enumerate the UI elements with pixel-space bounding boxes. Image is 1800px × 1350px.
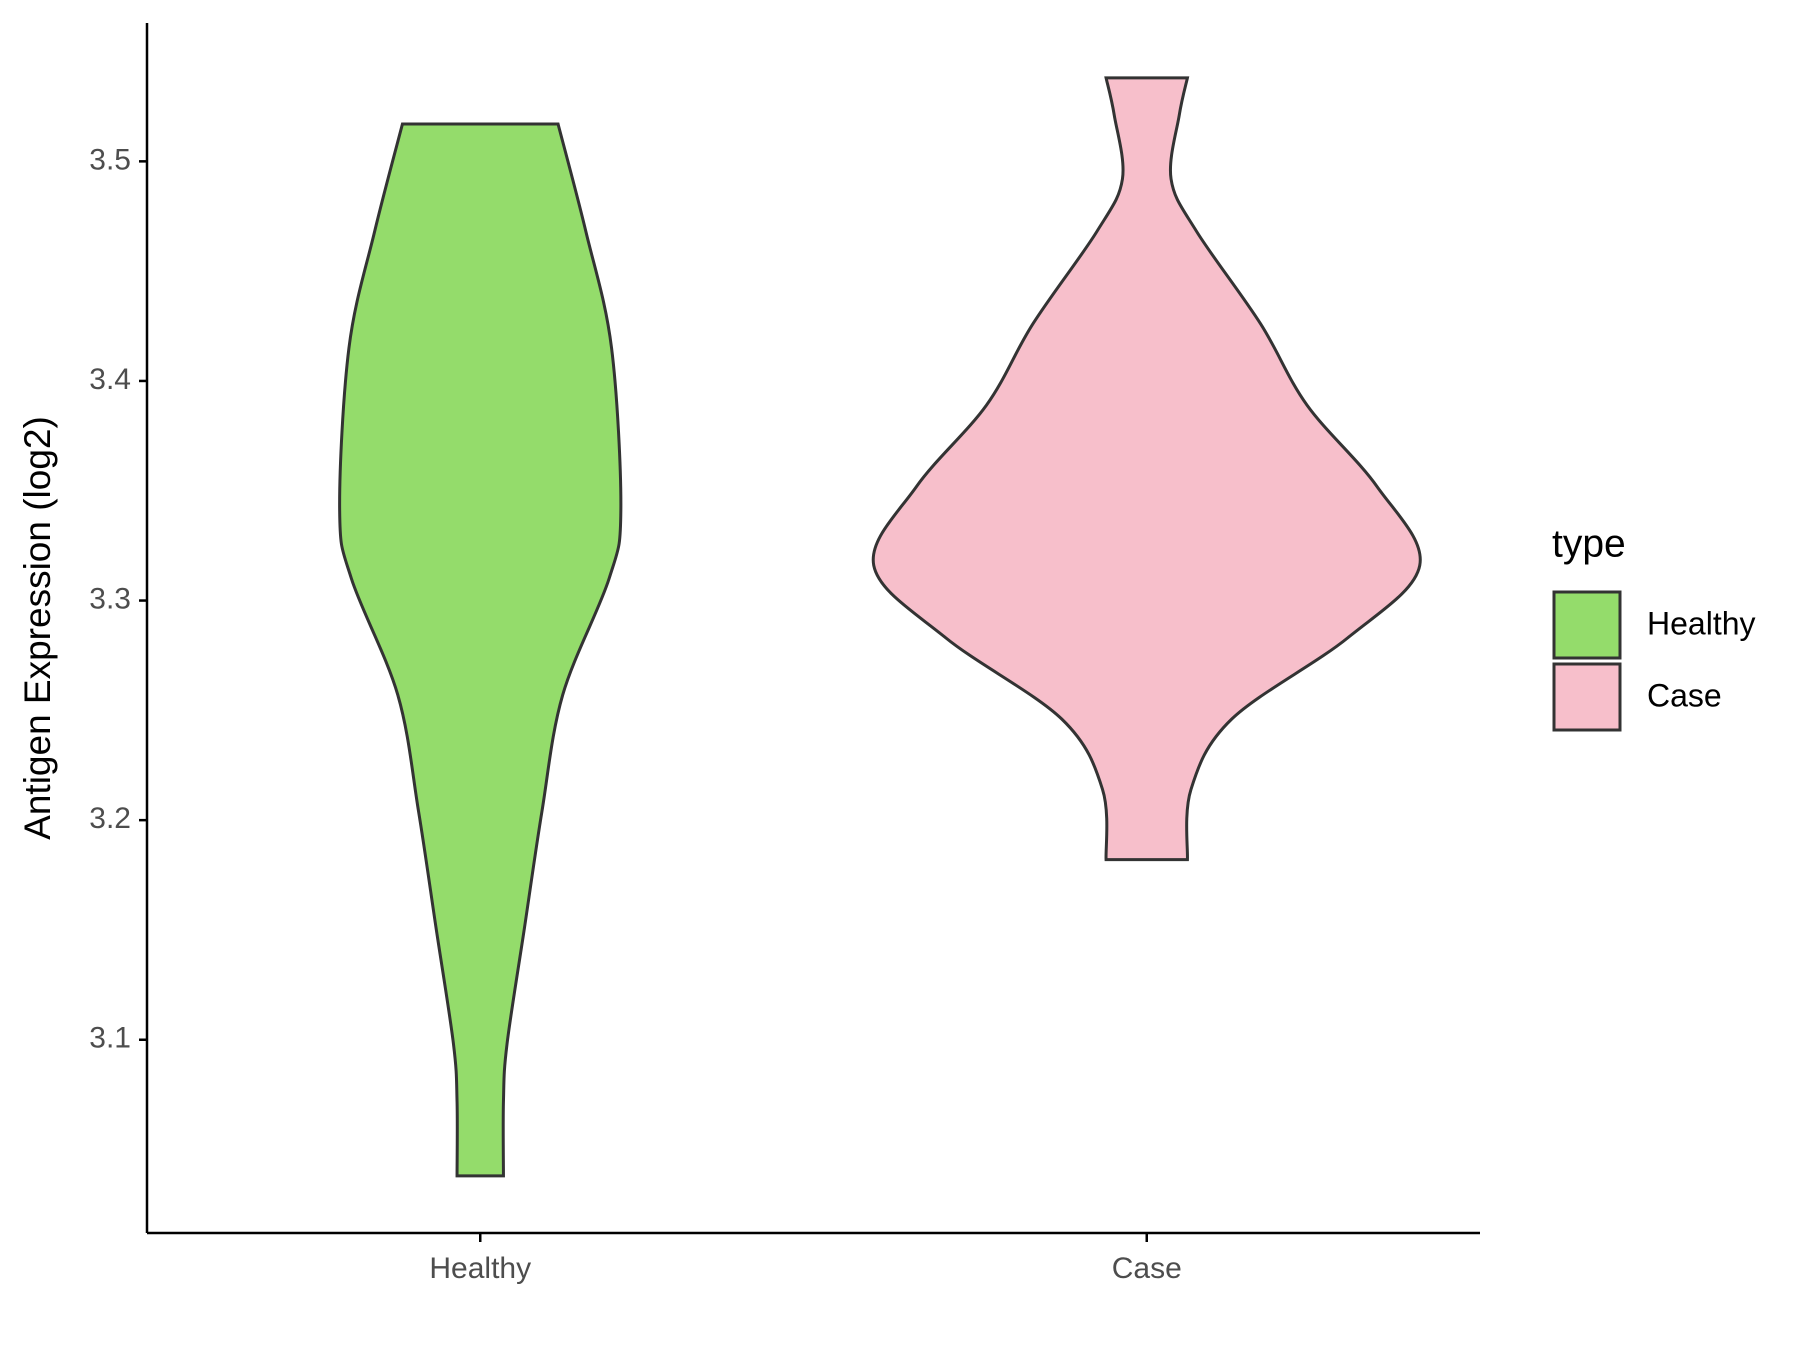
legend-key	[1552, 590, 1622, 660]
violin	[338, 122, 623, 1178]
y-tick-label: 3.1	[89, 1022, 131, 1055]
x-tick-label: Healthy	[429, 1252, 531, 1285]
y-tick-label: 3.2	[89, 802, 131, 835]
legend-key	[1552, 662, 1622, 732]
legend-label: Healthy	[1647, 605, 1756, 641]
violin	[871, 76, 1422, 862]
y-axis-title: Antigen Expression (log2)	[17, 416, 58, 840]
y-tick-label: 3.4	[89, 363, 131, 396]
y-tick-label: 3.5	[89, 143, 131, 176]
legend-title: type	[1552, 522, 1626, 565]
y-tick-label: 3.3	[89, 582, 131, 615]
x-tick-label: Case	[1112, 1252, 1182, 1285]
legend-label: Case	[1647, 677, 1722, 713]
